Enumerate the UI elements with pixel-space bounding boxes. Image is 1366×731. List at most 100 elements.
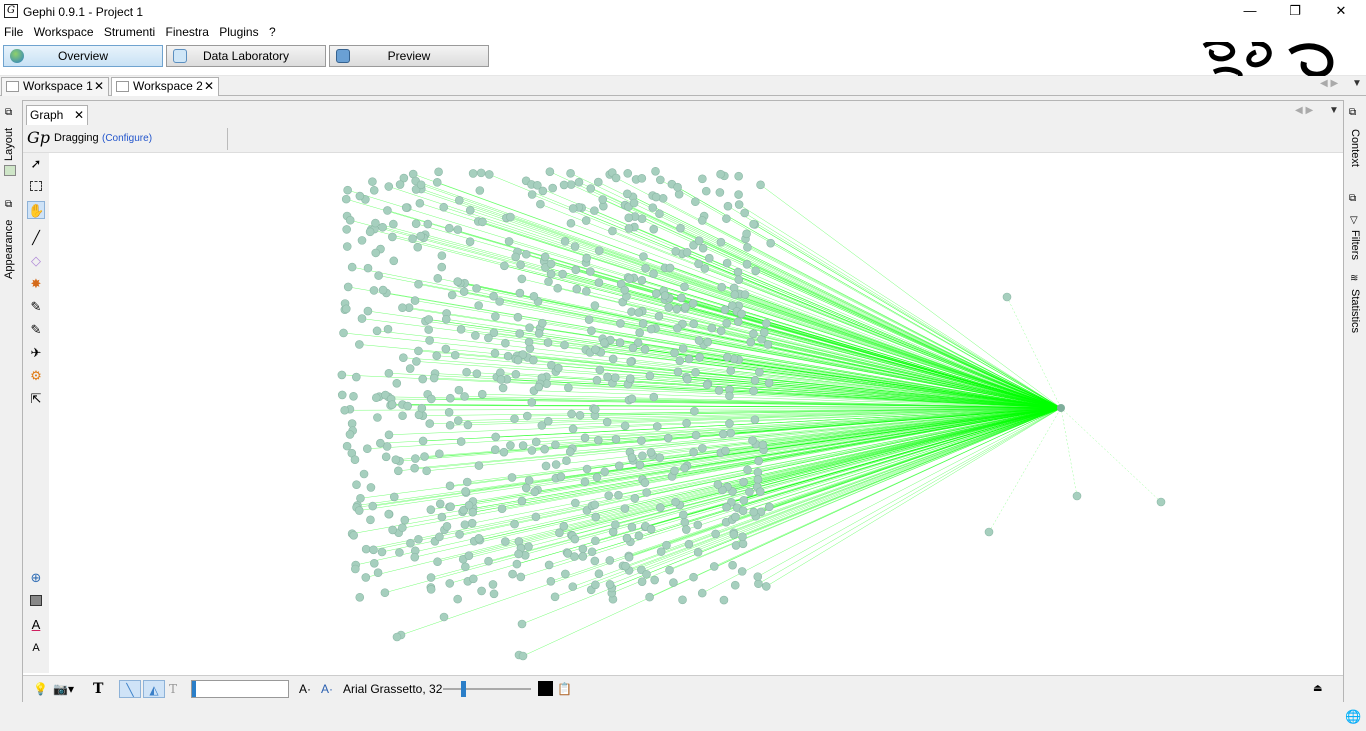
graph-node: [488, 580, 498, 589]
preview-button[interactable]: Preview: [329, 45, 489, 67]
select-arrow-icon[interactable]: ➚: [30, 156, 42, 171]
graph-edge: [344, 407, 1062, 411]
edge-pencil-icon[interactable]: ✎: [30, 322, 42, 337]
label-font-selector[interactable]: Arial Grassetto, 32: [343, 682, 443, 696]
pencil-node-icon[interactable]: ✎: [30, 299, 42, 314]
menu-workspace[interactable]: Workspace: [33, 25, 94, 39]
zoom-center-icon[interactable]: ⊕: [30, 570, 42, 585]
edge-labels-icon[interactable]: T: [169, 682, 178, 696]
label-color-icon[interactable]: A: [31, 617, 41, 632]
light-bulb-icon[interactable]: 💡: [33, 682, 48, 696]
edge-scale-slider[interactable]: [191, 680, 289, 698]
close-workspace-1-icon[interactable]: ✕: [93, 79, 104, 93]
graph-node: [590, 301, 600, 310]
drag-hand-icon[interactable]: ✋: [27, 201, 45, 219]
graph-node: [655, 453, 665, 462]
workspace-tab-2[interactable]: Workspace 2 ✕: [111, 77, 219, 96]
heat-map-icon[interactable]: ✸: [30, 276, 42, 291]
graph-node: [689, 240, 698, 250]
graph-node: [602, 417, 612, 427]
network-graph[interactable]: [49, 153, 1341, 675]
camera-screenshot-icon[interactable]: 📷▾: [53, 682, 74, 696]
graph-node: [726, 428, 735, 438]
edge-color-mode-icon[interactable]: ◭: [143, 680, 165, 698]
restore-window-icon[interactable]: ⧉: [5, 199, 13, 210]
restore-window-icon[interactable]: ⧉: [1349, 107, 1357, 118]
label-size-slider[interactable]: [443, 680, 533, 698]
menu-help[interactable]: ?: [268, 25, 276, 39]
graph-node: [725, 391, 734, 401]
settings-gear-icon[interactable]: ⚙: [30, 368, 42, 383]
background-color-icon[interactable]: [27, 593, 45, 611]
layout-side-tab[interactable]: Layout: [3, 127, 15, 161]
show-labels-button[interactable]: T: [93, 681, 104, 697]
graph-node: [739, 495, 749, 505]
close-graph-tab-icon[interactable]: ✕: [73, 108, 84, 122]
graph-edge: [391, 398, 1062, 409]
graph-node: [378, 222, 387, 232]
graph-node: [461, 562, 470, 572]
graph-node: [745, 487, 754, 497]
collapse-toolbar-icon[interactable]: ⏏: [1313, 683, 1323, 694]
label-color-mode-button[interactable]: A·: [321, 682, 333, 696]
graph-canvas[interactable]: [49, 153, 1341, 675]
graph-edge: [757, 407, 1062, 488]
graph-tab[interactable]: Graph ✕: [26, 105, 88, 125]
graph-node: [755, 487, 765, 496]
graph-node: [422, 466, 431, 476]
workspace-scroll-arrows-icon[interactable]: ◀ ▶: [1320, 78, 1339, 89]
graph-node: [432, 178, 442, 187]
graph-node: [570, 534, 580, 544]
graph-scroll-arrows-icon[interactable]: ◀ ▶: [1295, 105, 1314, 116]
graph-node: [684, 539, 694, 549]
label-color-swatch[interactable]: [538, 681, 553, 696]
graph-edge: [388, 186, 1062, 409]
close-workspace-2-icon[interactable]: ✕: [203, 79, 214, 93]
graph-node: [391, 455, 401, 464]
graph-node: [446, 393, 455, 403]
close-button[interactable]: ✕: [1335, 3, 1347, 18]
graph-node: [533, 181, 542, 190]
filters-side-tab[interactable]: Filters: [1349, 230, 1361, 260]
graph-edge: [760, 184, 1062, 409]
restore-button[interactable]: ❐: [1289, 3, 1301, 18]
menu-finestra[interactable]: Finestra: [165, 25, 209, 39]
overview-button[interactable]: Overview: [3, 45, 163, 67]
graph-node: [414, 346, 423, 356]
graph-node: [441, 314, 451, 324]
configure-link[interactable]: (Configure): [102, 133, 153, 144]
label-size-icon[interactable]: A: [32, 642, 40, 654]
graph-node: [758, 440, 768, 450]
graph-node: [423, 219, 433, 229]
menu-strumenti[interactable]: Strumenti: [103, 25, 156, 39]
diamond-size-icon[interactable]: ◇: [31, 253, 41, 268]
restore-window-icon[interactable]: ⧉: [1349, 193, 1357, 204]
graph-node: [737, 309, 746, 319]
notification-globe-icon[interactable]: 🌐: [1345, 709, 1362, 724]
data-laboratory-button[interactable]: Data Laboratory: [166, 45, 326, 67]
menu-plugins[interactable]: Plugins: [219, 25, 259, 39]
rectangle-select-icon[interactable]: [27, 178, 45, 196]
shortest-path-plane-icon[interactable]: ✈: [30, 345, 42, 360]
menu-file[interactable]: File: [4, 25, 24, 39]
appearance-side-tab[interactable]: Appearance: [3, 219, 15, 279]
graph-node: [754, 579, 763, 589]
painter-brush-icon[interactable]: ╱: [32, 230, 40, 245]
statistics-side-tab[interactable]: Statistics: [1349, 289, 1361, 334]
workspace-dropdown-icon[interactable]: ▼: [1352, 78, 1362, 89]
show-edges-icon[interactable]: ╲: [119, 680, 141, 698]
label-size-mode-button[interactable]: A·: [299, 682, 311, 696]
clipboard-icon[interactable]: 📋: [557, 682, 572, 696]
graph-node: [642, 569, 651, 579]
graph-node: [625, 274, 634, 284]
graph-node: [652, 422, 662, 431]
minimize-button[interactable]: —: [1243, 3, 1257, 18]
workspace-tab-1[interactable]: Workspace 1 ✕: [1, 77, 109, 96]
graph-dropdown-icon[interactable]: ▼: [1329, 105, 1339, 116]
context-side-tab[interactable]: Context: [1349, 129, 1361, 167]
edit-help-cursor-icon[interactable]: ⇱: [30, 391, 42, 406]
graph-node: [675, 356, 685, 366]
restore-window-icon[interactable]: ⧉: [5, 107, 13, 118]
graph-edge: [735, 407, 1062, 518]
graph-node: [763, 340, 773, 349]
